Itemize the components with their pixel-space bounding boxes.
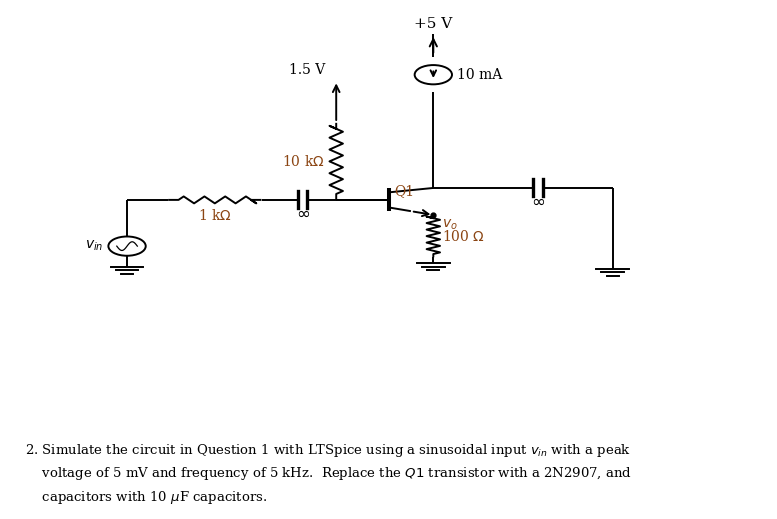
Text: 1 k$\Omega$: 1 k$\Omega$ xyxy=(198,208,232,223)
Text: $\infty$: $\infty$ xyxy=(295,205,309,222)
Text: 2. Simulate the circuit in Question 1 with LTSpice using a sinusoidal input $v_{: 2. Simulate the circuit in Question 1 wi… xyxy=(25,442,632,506)
Text: 10 k$\Omega$: 10 k$\Omega$ xyxy=(282,154,325,169)
Text: Q1: Q1 xyxy=(395,184,415,198)
Text: $\infty$: $\infty$ xyxy=(531,193,545,210)
Text: +5 V: +5 V xyxy=(414,17,452,31)
Text: $v_o$: $v_o$ xyxy=(442,218,458,233)
Text: 1.5 V: 1.5 V xyxy=(289,63,325,77)
Text: $v_{in}$: $v_{in}$ xyxy=(85,239,103,253)
Text: 100 $\Omega$: 100 $\Omega$ xyxy=(442,228,486,243)
Text: 10 mA: 10 mA xyxy=(457,67,503,81)
